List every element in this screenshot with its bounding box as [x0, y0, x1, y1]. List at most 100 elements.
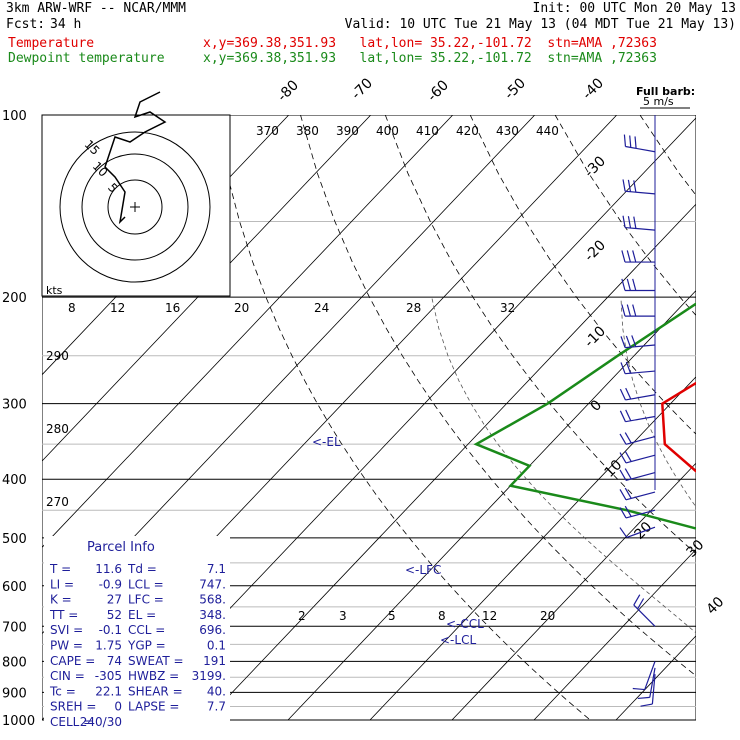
isotherm	[42, 115, 372, 462]
isotherm	[287, 289, 696, 721]
wind-barb-flag	[624, 450, 632, 462]
parcel-box	[44, 536, 230, 726]
wind-barb-flag	[625, 335, 632, 348]
moist-adiabat	[431, 297, 696, 634]
wind-barb-flag	[619, 388, 626, 401]
theta-label: 440	[536, 124, 559, 138]
isotherm-label: 10	[602, 457, 626, 481]
wind-barb-flag	[624, 432, 632, 444]
isotherm-label: -80	[275, 77, 302, 104]
parcel-value: 40.	[207, 684, 226, 698]
wind-barb-flag	[629, 135, 632, 148]
wind-barb-flag	[621, 250, 626, 263]
isotherm-label: 0	[588, 397, 606, 415]
parcel-value: 240/30	[80, 715, 122, 729]
wind-barb-flag	[619, 469, 627, 481]
isotherm-label: -40	[580, 75, 607, 102]
parcel-value: 27	[107, 593, 122, 607]
parcel-label: Td =	[127, 562, 157, 576]
isotherm-label: -70	[349, 75, 376, 102]
mixing-ratio-label: 3	[339, 609, 347, 623]
wind-barb-flag	[619, 527, 628, 538]
wind-barb	[633, 604, 656, 627]
wind-barb-flag	[640, 703, 653, 707]
parcel-value: 7.1	[207, 562, 226, 576]
parcel-label: CAPE =	[50, 654, 95, 668]
mixing-ratio-label: 5	[388, 609, 396, 623]
hodograph-speed-label: 32	[500, 301, 515, 315]
hodograph-speed-label: 12	[110, 301, 125, 315]
parcel-label: SREH =	[50, 700, 96, 714]
wind-barb-flag	[625, 387, 632, 400]
parcel-value: 3199.	[192, 669, 226, 683]
wind-barb	[651, 674, 656, 705]
parcel-label: Tc =	[49, 684, 76, 698]
wind-barb-flag	[632, 278, 637, 291]
parcel-value: 11.6	[95, 562, 122, 576]
isotherm	[205, 203, 696, 721]
wind-barb-flag	[624, 505, 632, 517]
el-marker: <-EL	[312, 435, 341, 449]
parcel-info-box: Parcel Info T = 11.6 Td = 7.1 LI = -0.9 LCL = 74…	[44, 536, 230, 729]
wind-barb-flag	[637, 598, 645, 610]
lcl-marker: <-LCL	[440, 633, 476, 647]
dry-adiabat	[384, 115, 696, 555]
dry-adiabat	[215, 115, 591, 721]
parcel-label: T =	[49, 562, 71, 576]
wind-barb-flag	[626, 304, 631, 317]
mixing-ratio-label: 12	[482, 609, 497, 623]
wind-barb-flag	[632, 250, 637, 263]
fcst-value: 34 h	[50, 17, 82, 32]
wind-barb-flag	[626, 278, 631, 291]
parcel-label: HWBZ =	[128, 669, 179, 683]
init-time: Init: 00 UTC Mon 20 May 13	[532, 1, 737, 16]
hodograph-speed-label: 28	[406, 301, 421, 315]
theta-label: 400	[376, 124, 399, 138]
model-title: 3km ARW-WRF -- NCAR/MMM	[6, 1, 187, 16]
wind-barb-flag	[620, 362, 626, 374]
ccl-marker: <-CCL	[446, 617, 484, 631]
parcel-value: 191	[203, 654, 226, 668]
pressure-tick-label: 100	[2, 109, 27, 124]
wind-barb-flag	[620, 336, 626, 348]
temperature-location: x,y=369.38,351.93 lat,lon= 35.22,-101.72…	[203, 36, 657, 51]
isotherm-label: -50	[502, 75, 529, 102]
pressure-tick-label: 500	[2, 532, 27, 547]
profile-lines	[473, 302, 696, 530]
valid-time: Valid: 10 UTC Tue 21 May 13 (04 MDT Tue …	[344, 17, 736, 32]
wind-barb-flag	[622, 215, 626, 228]
isotherm	[369, 376, 696, 721]
theta-label: 380	[296, 124, 319, 138]
level-markers: <-EL <-LFC <-CCL <-LCL	[312, 435, 484, 647]
parcel-label: CIN =	[50, 669, 85, 683]
parcel-label: PW =	[50, 639, 83, 653]
isotherm-label: -30	[582, 153, 609, 180]
isotherm	[698, 115, 740, 720]
wind-barb-flag	[631, 335, 637, 347]
pressure-tick-label: 1000	[2, 714, 35, 729]
theta-label: 430	[496, 124, 519, 138]
hodograph-speed-label: 16	[165, 301, 180, 315]
wind-barb-flag	[633, 180, 637, 193]
parcel-value: 568.	[199, 593, 226, 607]
wind-barb-flag	[619, 410, 626, 422]
wind-barb-flag	[627, 216, 632, 229]
parcel-label: SWEAT =	[128, 654, 184, 668]
parcel-value: 22.1	[95, 684, 122, 698]
parcel-label: SVI =	[50, 623, 83, 637]
parcel-value: 7.7	[207, 700, 226, 714]
theta-e-label: 270	[46, 495, 69, 509]
wind-barb-flag	[621, 304, 626, 317]
theta-e-label: 280	[46, 422, 69, 436]
dry-adiabat	[300, 115, 696, 677]
theta-label: 420	[456, 124, 479, 138]
hodograph-speed-label: 20	[234, 301, 249, 315]
wind-barb-flag	[621, 278, 626, 291]
parcel-label: SHEAR =	[128, 684, 183, 698]
parcel-label: YGP =	[127, 639, 166, 653]
hodograph-ring	[107, 179, 163, 235]
parcel-label: TT =	[49, 608, 78, 622]
wind-barb-flag	[637, 696, 650, 700]
